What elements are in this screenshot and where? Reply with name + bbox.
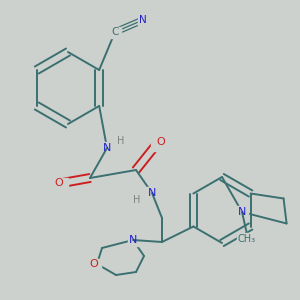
Text: O: O: [55, 178, 63, 188]
Bar: [146, 187, 158, 199]
Text: H: H: [133, 195, 141, 205]
Text: CH₃: CH₃: [238, 234, 256, 244]
Bar: [236, 206, 248, 218]
Bar: [101, 142, 113, 154]
Bar: [56, 178, 68, 188]
Bar: [237, 232, 257, 244]
Bar: [110, 26, 121, 38]
Text: C: C: [111, 27, 119, 37]
Text: N: N: [129, 235, 137, 245]
Bar: [88, 259, 100, 269]
Bar: [128, 235, 139, 245]
Text: N: N: [148, 188, 156, 198]
Text: N: N: [238, 207, 246, 217]
Text: N: N: [139, 15, 147, 25]
Bar: [151, 140, 161, 151]
Text: O: O: [157, 137, 165, 147]
Text: O: O: [90, 259, 98, 269]
Text: H: H: [117, 136, 125, 146]
Bar: [137, 14, 148, 26]
Text: N: N: [103, 143, 111, 153]
